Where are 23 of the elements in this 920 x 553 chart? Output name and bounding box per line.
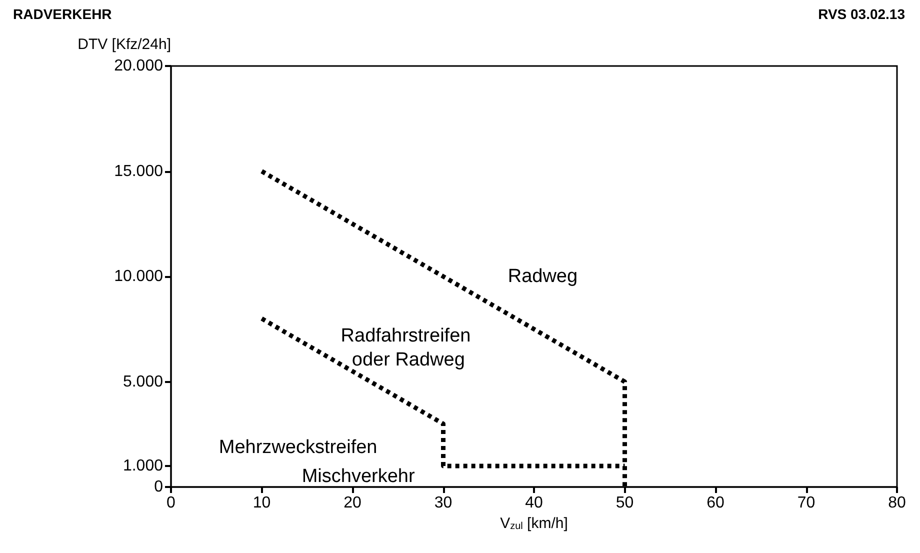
- x-tick-label: 30: [434, 494, 452, 512]
- annotation: Radweg: [508, 266, 578, 287]
- x-tick-label: 70: [797, 494, 816, 512]
- y-tick-label: 20.000: [114, 58, 164, 74]
- annotation: Radfahrstreifen oder Radweg: [340, 326, 476, 371]
- chart-title: RADVERKEHR: [13, 6, 112, 22]
- x-tick-label: 80: [888, 494, 906, 512]
- x-tick-label: 40: [525, 494, 543, 512]
- x-tick-label: 50: [616, 494, 634, 512]
- y-tick-label: 1.000: [122, 457, 164, 474]
- annotation: Mischverkehr: [302, 466, 416, 487]
- x-axis-title: Vzul [km/h]: [500, 514, 568, 532]
- chart-subtitle: RVS 03.02.13: [818, 6, 906, 22]
- x-tick-label: 10: [252, 494, 271, 512]
- x-tick-label: 0: [166, 494, 176, 512]
- x-tick-label: 60: [706, 494, 724, 512]
- y-tick-label: 0: [154, 478, 164, 496]
- annotation: Mehrzweckstreifen: [218, 436, 378, 458]
- y-tick-label: 15.000: [114, 162, 164, 180]
- y-tick-label: 5.000: [122, 373, 164, 390]
- y-axis-title: DTV [Kfz/24h]: [78, 36, 171, 53]
- y-tick-label: 10.000: [114, 268, 164, 285]
- x-tick-label: 20: [344, 494, 362, 512]
